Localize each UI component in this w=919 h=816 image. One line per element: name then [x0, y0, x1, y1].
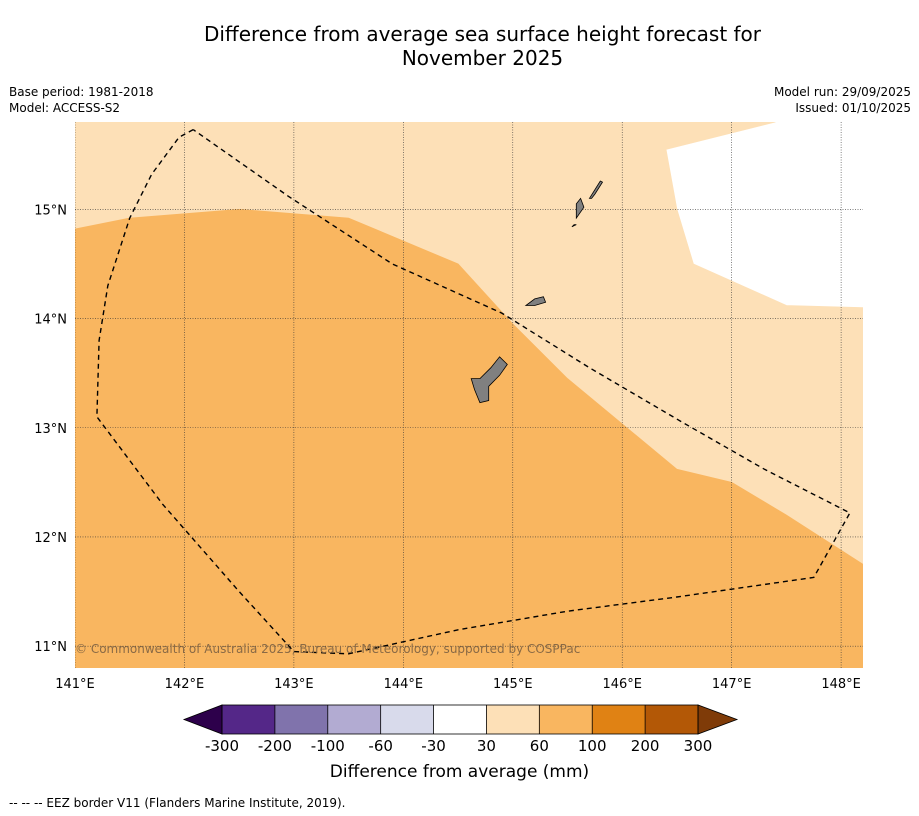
colorbar-tick-label: 60	[530, 737, 549, 755]
meta-right: Model run: 29/09/2025 Issued: 01/10/2025	[774, 84, 911, 116]
colorbar-swatch	[433, 705, 487, 734]
lon-tick-label: 147°E	[712, 677, 752, 692]
lon-tick-label: 141°E	[55, 677, 95, 692]
colorbar-tick-label: 200	[631, 737, 660, 755]
colorbar-tick-label: -100	[311, 737, 345, 755]
colorbar-swatch	[486, 705, 540, 734]
colorbar-swatch	[274, 705, 328, 734]
rota-island	[524, 296, 547, 306]
colorbar-swatch	[592, 705, 646, 734]
lat-tick-label: 11°N	[34, 640, 67, 655]
lon-tick-label: 142°E	[165, 677, 205, 692]
colorbar-low-extend	[182, 704, 223, 735]
colorbar-swatch	[380, 705, 434, 734]
base-period-text: Base period: 1981-2018	[9, 85, 154, 99]
tinian-island	[575, 197, 585, 220]
anomaly-60-to-100-region	[75, 208, 863, 668]
lat-tick-label: 12°N	[34, 531, 67, 546]
colorbar-swatch	[645, 705, 698, 734]
colorbar-swatch	[539, 705, 593, 734]
eez-border-line	[96, 128, 851, 655]
chart-title: Difference from average sea surface heig…	[0, 22, 919, 70]
colorbar-label: Difference from average (mm)	[329, 762, 590, 782]
lon-tick-label: 144°E	[384, 677, 424, 692]
map-figure: © Commonwealth of Australia 2025, Bureau…	[34, 122, 863, 755]
chart-title-line2: November 2025	[401, 46, 564, 70]
colorbar-tick-label: 30	[477, 737, 496, 755]
lat-tick-label: 13°N	[34, 422, 67, 437]
colorbar-swatch	[327, 705, 381, 734]
eez-footnote: -- -- -- EEZ border V11 (Flanders Marine…	[9, 796, 346, 810]
colorbar-tick-label: -60	[368, 737, 393, 755]
colorbar-tick-label: 300	[684, 737, 713, 755]
lon-tick-label: 148°E	[821, 677, 861, 692]
chart-title-line1: Difference from average sea surface heig…	[203, 22, 762, 46]
lat-tick-label: 15°N	[34, 203, 67, 218]
issued-text: Issued: 01/10/2025	[795, 101, 911, 115]
copyright-text: © Commonwealth of Australia 2025, Bureau…	[75, 642, 580, 656]
lon-tick-label: 143°E	[274, 677, 314, 692]
colorbar-tick-label: 100	[578, 737, 607, 755]
colorbar-high-extend	[697, 704, 739, 735]
model-run-text: Model run: 29/09/2025	[773, 85, 911, 99]
colorbar-tick-label: -300	[205, 737, 239, 755]
model-text: Model: ACCESS-S2	[9, 101, 121, 115]
guam-island	[470, 356, 508, 404]
colorbar-tick-label: -200	[258, 737, 292, 755]
lon-tick-label: 146°E	[602, 677, 642, 692]
saipan-island	[588, 180, 604, 199]
lon-tick-label: 145°E	[493, 677, 533, 692]
colorbar-swatch	[222, 705, 275, 734]
meta-left: Base period: 1981-2018 Model: ACCESS-S2	[9, 84, 154, 116]
colorbar-tick-label: -30	[421, 737, 446, 755]
lat-tick-label: 14°N	[34, 313, 67, 328]
colorbar-frame	[221, 704, 699, 735]
aguijan-island	[571, 224, 577, 228]
